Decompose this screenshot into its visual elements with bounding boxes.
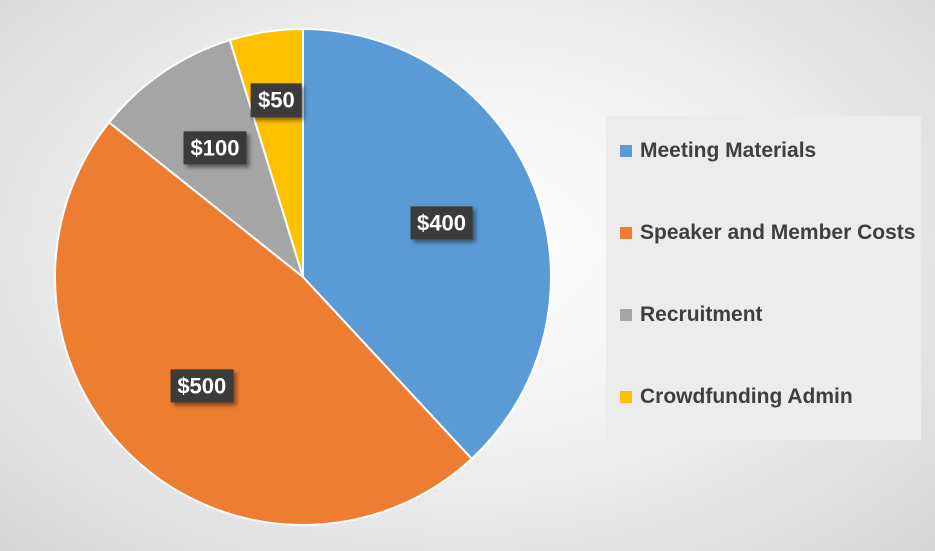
legend-label-speaker-and-member-costs: Speaker and Member Costs <box>640 221 916 244</box>
legend-swatch-speaker-and-member-costs <box>620 227 632 239</box>
legend: Meeting Materials Speaker and Member Cos… <box>606 116 921 440</box>
pie-slice-speaker-and-member-costs <box>54 120 474 526</box>
legend-swatch-crowdfunding-admin <box>620 391 632 403</box>
legend-label-meeting-materials: Meeting Materials <box>640 139 817 162</box>
legend-swatch-meeting-materials <box>620 145 632 157</box>
data-label-crowdfunding-admin: $50 <box>251 83 302 118</box>
legend-swatch-recruitment <box>620 309 632 321</box>
data-label-meeting-materials: $400 <box>410 205 473 240</box>
legend-label-recruitment: Recruitment <box>640 303 763 326</box>
pie-slice-meeting-materials <box>302 27 552 461</box>
legend-label-crowdfunding-admin: Crowdfunding Admin <box>640 385 853 408</box>
data-label-speaker-and-member-costs: $500 <box>170 369 234 403</box>
data-label-recruitment: $100 <box>183 131 247 165</box>
